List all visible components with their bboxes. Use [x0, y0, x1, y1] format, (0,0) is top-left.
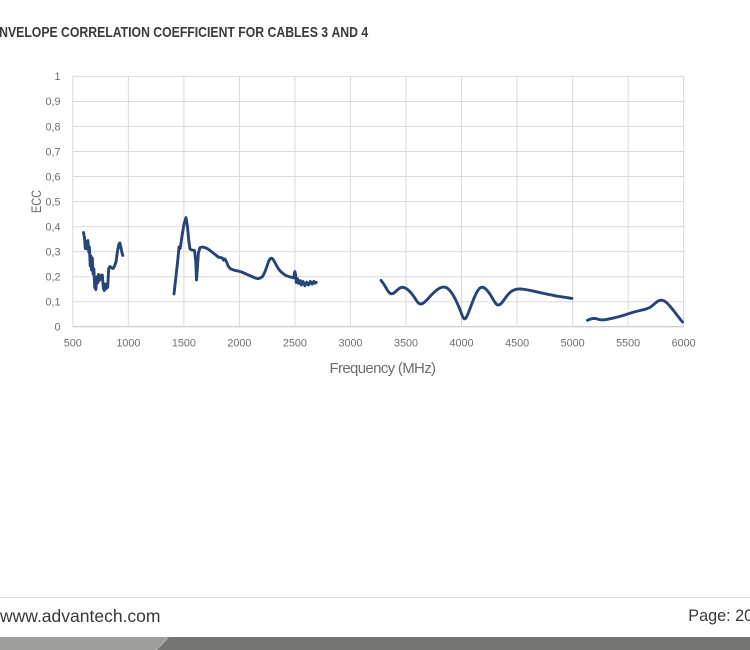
svg-text:0,4: 0,4: [45, 221, 60, 233]
svg-text:500: 500: [64, 338, 82, 350]
svg-text:5000: 5000: [561, 338, 585, 350]
svg-text:5500: 5500: [616, 338, 640, 350]
svg-text:2000: 2000: [227, 338, 251, 350]
svg-text:0,8: 0,8: [45, 121, 60, 133]
svg-text:0,3: 0,3: [45, 246, 60, 258]
svg-text:3500: 3500: [394, 338, 418, 350]
svg-text:6000: 6000: [672, 338, 696, 350]
svg-text:0,5: 0,5: [45, 196, 60, 208]
svg-text:0,7: 0,7: [45, 146, 60, 158]
svg-text:4500: 4500: [505, 338, 529, 350]
svg-text:0: 0: [54, 322, 60, 334]
svg-text:1: 1: [54, 71, 60, 83]
svg-text:1000: 1000: [116, 338, 140, 350]
svg-text:ECC: ECC: [28, 190, 44, 213]
svg-text:0,9: 0,9: [45, 96, 60, 108]
svg-text:4000: 4000: [450, 338, 474, 350]
svg-text:3000: 3000: [338, 338, 362, 350]
svg-text:2500: 2500: [283, 338, 307, 350]
svg-text:1500: 1500: [172, 338, 196, 350]
svg-text:Frequency (MHz): Frequency (MHz): [330, 360, 437, 377]
svg-text:0,6: 0,6: [45, 171, 60, 183]
svg-text:0,2: 0,2: [45, 272, 60, 284]
svg-text:0,1: 0,1: [45, 297, 60, 309]
